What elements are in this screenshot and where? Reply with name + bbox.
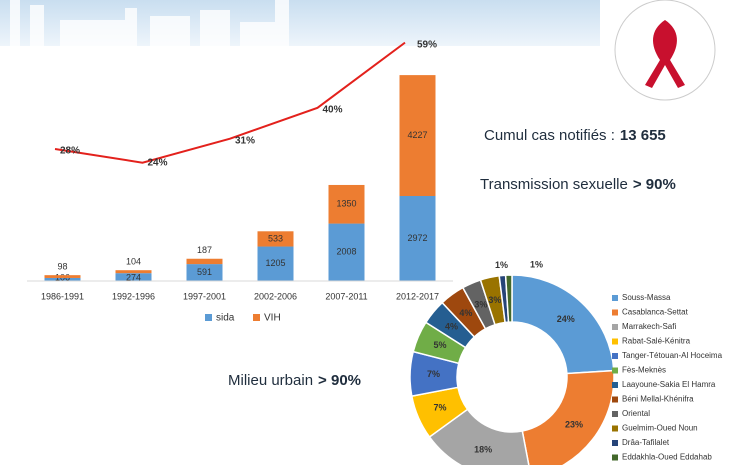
legend-label: Souss-Massa	[622, 293, 671, 302]
bar-segment	[115, 270, 152, 274]
bar-segment	[328, 184, 365, 224]
legend-swatch	[612, 454, 618, 461]
bar-label: 104	[126, 257, 141, 267]
bar-label: 2972	[407, 233, 427, 243]
line-label: 28%	[60, 146, 80, 157]
slice-label: 24%	[557, 314, 575, 324]
x-tick-label: 1986-1991	[41, 291, 84, 301]
legend-label: Drâa-Tafilalet	[622, 438, 670, 447]
x-tick-label: 1997-2001	[183, 291, 226, 301]
slice-label: 1%	[495, 260, 508, 270]
slice-label: 5%	[433, 340, 446, 350]
legend-swatch	[612, 295, 618, 301]
slice-label: 7%	[433, 403, 446, 413]
donut-slice	[504, 274, 513, 323]
bar-label: 4227	[407, 130, 427, 140]
key-fact-label: Cumul cas notifiés :	[484, 127, 615, 144]
legend-swatch	[612, 440, 618, 446]
key-fact: Transmission sexuelle > 90%	[480, 176, 676, 193]
key-fact-value: > 90%	[633, 176, 676, 193]
bar-label: 533	[268, 233, 283, 243]
slice-label: 7%	[427, 369, 440, 379]
slice-label: 4%	[459, 308, 472, 318]
x-tick-label: 2002-2006	[254, 291, 297, 301]
trend-line	[54, 41, 406, 164]
x-tick-label: 1992-1996	[112, 291, 155, 301]
legend-swatch	[612, 338, 618, 345]
slice-label: 4%	[445, 321, 458, 331]
legend-swatch	[612, 353, 618, 359]
slice-label: 3%	[474, 299, 487, 309]
legend-swatch	[612, 367, 618, 374]
bar-segment	[44, 277, 81, 281]
legend-swatch	[612, 324, 618, 330]
x-tick-label: 2007-2011	[325, 291, 367, 301]
legend-swatch	[612, 396, 618, 403]
bar-segment	[399, 75, 436, 197]
x-tick-label: 2012-2017	[396, 291, 439, 301]
legend-label: Eddakhla-Oued Eddahab	[622, 453, 712, 462]
legend-label: Béni Mellal-Khénifra	[622, 395, 694, 404]
bar-segment	[186, 258, 223, 265]
legend-label: Tanger-Tétouan-Al Hoceima	[622, 351, 723, 360]
slice-label: 3%	[488, 295, 501, 305]
bar-label: 274	[126, 272, 141, 282]
legend-label: Fès-Meknès	[622, 366, 666, 375]
slice-label: 18%	[474, 444, 492, 454]
skyline	[10, 0, 289, 46]
slice-label: 1%	[530, 259, 543, 269]
bar-label: 591	[197, 267, 212, 277]
legend-swatch	[612, 425, 618, 432]
line-label: 40%	[323, 104, 343, 115]
legend-swatch	[612, 309, 618, 316]
key-fact-value: 13 655	[620, 127, 666, 144]
bar-label: 2008	[336, 247, 356, 257]
legend-swatch	[253, 314, 260, 321]
bar-label: 187	[197, 245, 212, 255]
slice-label: 23%	[565, 419, 583, 429]
logo	[614, 0, 716, 101]
legend-label: Guelmim-Oued Noun	[622, 424, 698, 433]
key-fact-value: > 90%	[318, 372, 361, 389]
key-facts: Cumul cas notifiés : 13 655 Transmission s…	[228, 127, 676, 389]
line-label: 59%	[417, 39, 437, 50]
bar-segment	[328, 223, 365, 281]
key-fact-label: Milieu urbain	[228, 372, 313, 389]
bar-segment	[399, 196, 436, 281]
legend-label: Oriental	[622, 409, 650, 418]
bar-segment	[115, 273, 152, 281]
donut-slice	[511, 274, 615, 375]
key-fact: Cumul cas notifiés : 13 655	[484, 127, 666, 144]
legend-swatch	[612, 382, 618, 388]
line-label: 24%	[148, 157, 168, 168]
legend-label: Marrakech-Safi	[622, 322, 676, 331]
legend-swatch	[205, 314, 212, 321]
bar-segment	[257, 246, 294, 281]
legend-label: Rabat-Salé-Kénitra	[622, 337, 691, 346]
bar-label: 1205	[265, 258, 285, 268]
bar-label: 1350	[336, 199, 356, 209]
line-label: 31%	[235, 135, 255, 146]
key-fact: Milieu urbain > 90%	[228, 372, 361, 389]
bar-label: 98	[57, 262, 67, 272]
donut-slice	[521, 369, 615, 465]
legend-label: sida	[216, 313, 235, 324]
legend-label: Casablanca-Settat	[622, 308, 689, 317]
legend-swatch	[612, 411, 618, 417]
key-fact-label: Transmission sexuelle	[480, 176, 628, 193]
legend-label: Laayoune-Sakia El Hamra	[622, 380, 716, 389]
bar-segment	[257, 231, 294, 247]
legend-label: VIH	[264, 313, 281, 324]
bar-segment	[186, 264, 223, 281]
bar-segment	[44, 275, 81, 278]
